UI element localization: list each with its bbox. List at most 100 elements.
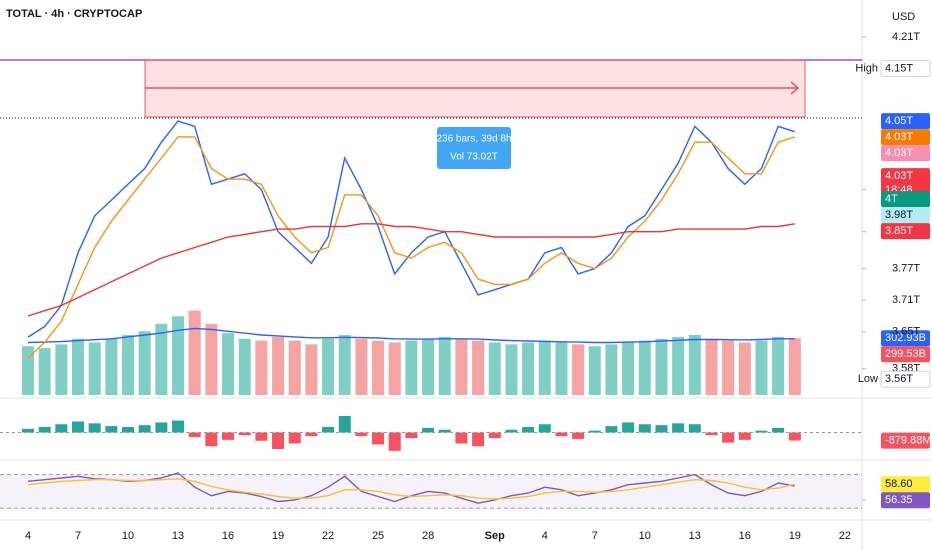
bar [522,427,535,433]
price-badge [881,492,930,509]
bar [472,432,485,447]
bar [238,338,251,395]
bar [422,338,435,395]
price-badge [881,168,930,199]
bar [505,344,518,395]
y-tick-label: 3.77T [892,263,920,275]
measure-volume: Vol 73.02T [450,152,498,163]
x-tick-label: 19 [789,530,801,542]
series-line [27,120,796,338]
bar [155,323,168,395]
bar [472,340,485,395]
bar [105,338,118,395]
price-badge-label: 299.53B [885,348,926,360]
bar [55,424,68,433]
bar [38,427,51,433]
bar [305,432,318,437]
bar [388,342,401,395]
bar [605,344,618,395]
price-badge-label: 3.98T [885,209,913,221]
series-line [27,327,795,344]
bar [372,340,385,395]
price-badge [880,59,931,77]
series-line [27,136,796,359]
bar [788,338,801,395]
bar [522,342,535,395]
bar [122,427,135,433]
price-badge-label: 4.03T [885,147,913,159]
price-badge [881,145,930,162]
price-badge [881,223,930,240]
bar [788,432,801,441]
bar [88,423,101,433]
x-tick-label: 4 [542,530,548,542]
price-badge [881,191,930,208]
y-tick-label: 3.65T [892,326,920,338]
bar [188,310,201,395]
price-badge-label: 4.03T [885,131,913,143]
bar [455,432,468,444]
bar [438,336,451,395]
price-badge-label: 4T [885,193,898,205]
price-badge [881,330,930,347]
price-badge [881,432,930,449]
bar [622,422,635,433]
x-tick-label: 16 [739,530,751,542]
bar [272,336,285,395]
price-badge-label: 56.35 [885,494,913,506]
marks [0,120,862,509]
bar [722,432,735,443]
bar [405,340,418,395]
bar [338,335,351,395]
price-badge [881,129,930,146]
bar [555,342,568,395]
x-tick-label: 10 [122,530,134,542]
price-badge [880,370,931,388]
bar [605,426,618,433]
price-badge-label: 4.03T [885,170,913,182]
bar [105,426,118,433]
currency: USD [892,11,915,23]
arrow-head [790,81,799,95]
bar [138,425,151,433]
bar [255,340,268,395]
price-badge-label: 4.05T [885,115,913,127]
bar [772,427,785,433]
bar [738,432,751,440]
price-badge [881,113,930,130]
y-tick-label: 3.71T [892,294,920,306]
bar [322,338,335,395]
badge-tag: Low [858,373,878,385]
badge-tag: High [855,62,878,74]
bar [372,432,385,445]
x-tick-label: 25 [372,530,384,542]
bar [288,340,301,395]
bar [688,424,701,433]
bar [172,316,185,395]
bar [505,429,518,433]
bar [672,336,685,395]
bar [572,432,585,439]
x-tick-label: 28 [422,530,434,542]
price-badge [881,346,930,363]
bar [622,342,635,395]
x-tick-label: 16 [222,530,234,542]
bar [405,432,418,438]
x-tick-label: Sep [485,530,505,542]
price-badge [881,207,930,224]
x-tick-label: 22 [839,530,851,542]
bar [722,340,735,395]
bar [222,333,235,395]
bar [488,432,501,438]
bar [155,422,168,433]
bar [588,346,601,395]
price-badge-label: 302.93B [885,332,926,344]
x-tick-label: 7 [75,530,81,542]
bar [255,432,268,441]
bar [138,331,151,395]
bar [588,430,601,433]
bar [422,427,435,433]
bar [22,428,34,433]
